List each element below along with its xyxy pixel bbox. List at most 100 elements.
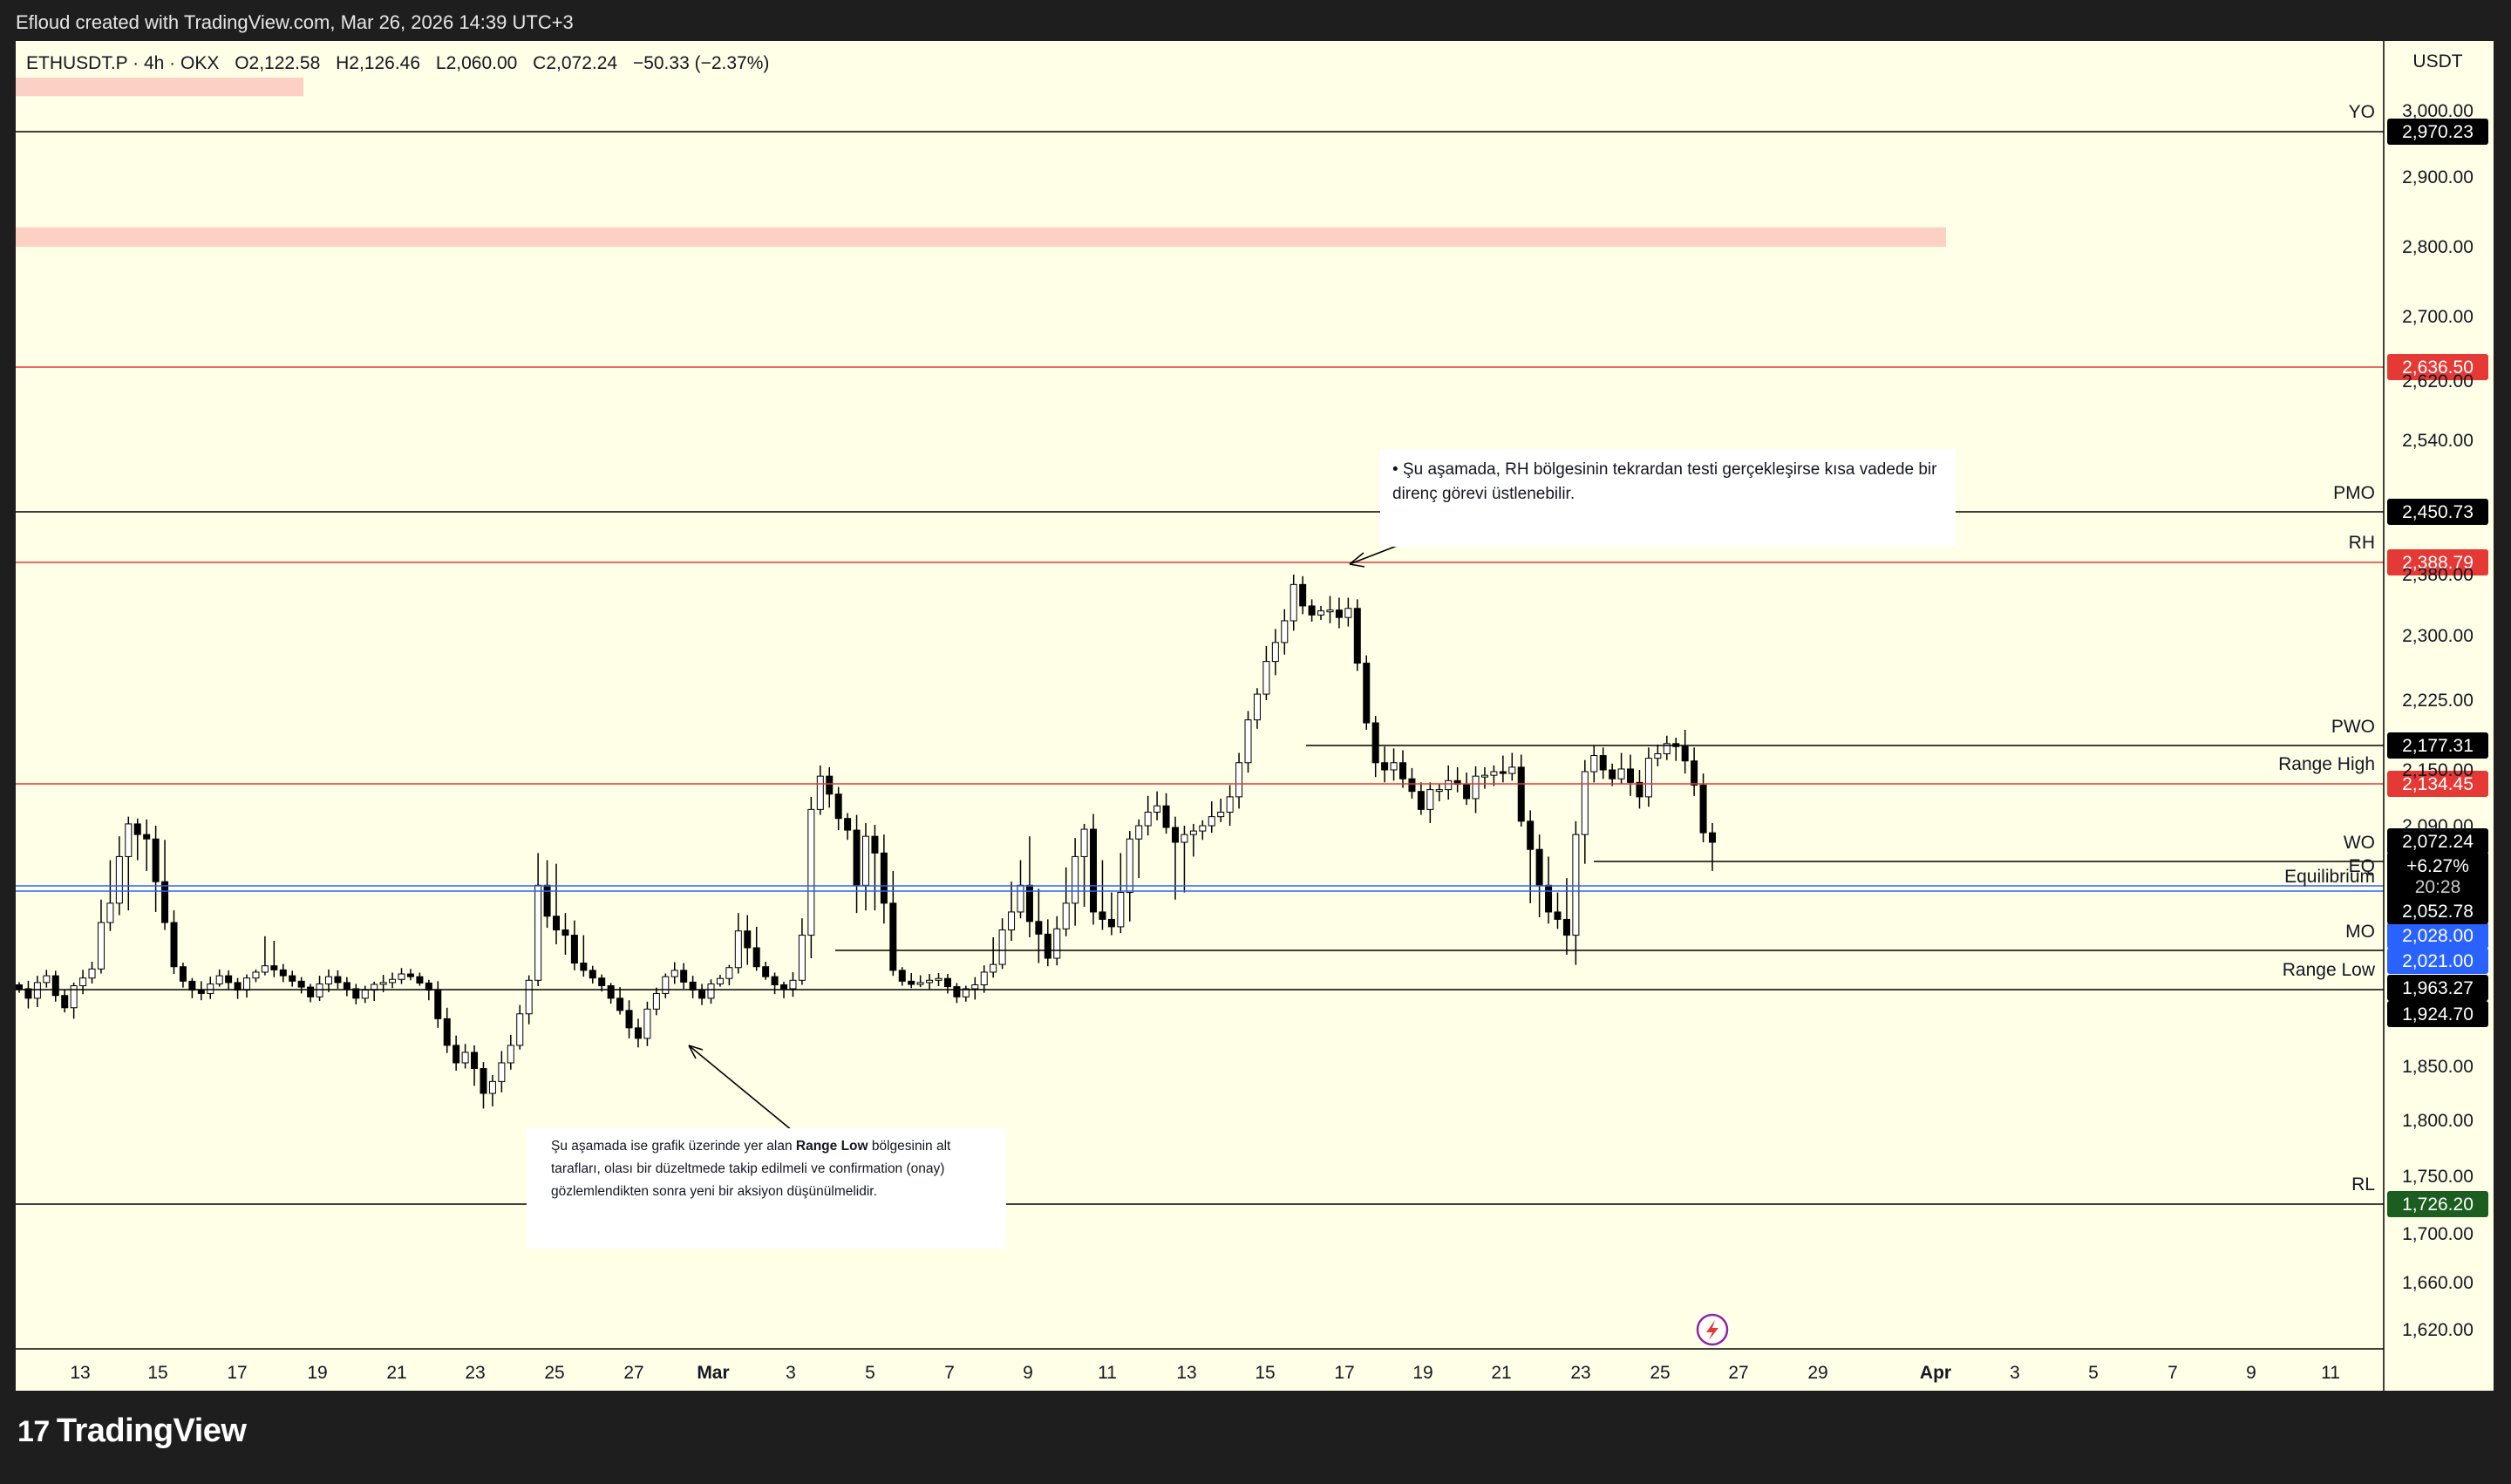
candle-body [652, 992, 660, 1010]
annotation-rl-post: bölgesinin alt tarafları, olası bir düze… [551, 1139, 951, 1199]
candle-body [51, 975, 59, 997]
candle-body [880, 852, 888, 904]
x-tick-label: 9 [2246, 1363, 2256, 1383]
candle-body [516, 1013, 524, 1046]
candle-body [1545, 884, 1553, 913]
price-tag: 2,970.23 [2402, 122, 2474, 142]
candle-body [634, 1027, 642, 1039]
candle-body [88, 968, 96, 979]
tradingview-wordmark: TradingView [56, 1413, 247, 1449]
candle-body [1008, 911, 1016, 931]
level-label-yo: YO [2349, 102, 2375, 122]
candle-body [1326, 609, 1334, 613]
candle-body [1508, 766, 1516, 774]
x-tick-label: 5 [865, 1363, 875, 1383]
price-tag-bg [2387, 898, 2488, 924]
candle-body [553, 916, 561, 931]
candle-body [734, 930, 742, 969]
price-tag: 2,072.24 [2402, 832, 2474, 852]
candle-body [498, 1062, 506, 1082]
y-tick-label: 2,300.00 [2402, 626, 2474, 646]
candle-body [1709, 832, 1716, 843]
resistance-zone-0 [16, 227, 1946, 247]
x-tick-label: 17 [227, 1363, 247, 1383]
lightning-bolt-icon [1706, 1320, 1718, 1340]
y-tick-label: 2,150.00 [2402, 760, 2474, 780]
candle-body [1126, 838, 1133, 894]
candle-body [1699, 784, 1707, 834]
x-tick-label: 27 [623, 1363, 643, 1383]
chart-area[interactable]: YO 2,970.23 2,636.50 PMO 2,450.73 RH 2,388.79 P… [16, 41, 2494, 1391]
y-tick-label: 2,090.00 [2402, 816, 2474, 836]
x-tick-label: 25 [544, 1363, 564, 1383]
candle-body [1590, 755, 1598, 773]
y-tick-label: 1,750.00 [2402, 1167, 2474, 1187]
y-tick-label: 1,850.00 [2402, 1057, 2474, 1077]
candle-body [1244, 719, 1252, 764]
y-tick-label: 2,540.00 [2402, 431, 2474, 451]
x-tick-label: Mar [697, 1363, 729, 1383]
credit-bar: Efloud created with TradingView.com, Mar… [0, 0, 2511, 45]
level-label-rl: RL [2351, 1174, 2375, 1195]
candle-body [980, 971, 988, 986]
candle-body [106, 902, 114, 923]
candle-body [334, 976, 342, 984]
symbol-name[interactable]: ETHUSDT.P · 4h · OKX [26, 53, 220, 73]
x-tick-label: 25 [1650, 1363, 1670, 1383]
price-tag-bg [2387, 732, 2488, 759]
annotation-rh[interactable]: • Şu aşamada, RH bölgesinin tekrardan te… [1380, 449, 1956, 547]
candle-body [225, 975, 233, 984]
ohlc-change: −50.33 (−2.37%) [632, 53, 770, 73]
candle-body [580, 963, 588, 971]
x-tick-label: 7 [944, 1363, 955, 1383]
candle-body [1644, 758, 1652, 798]
level-label-range-high: Range High [2278, 754, 2375, 774]
candle-body [197, 990, 205, 994]
candle-body [744, 930, 752, 949]
candle-body [816, 775, 824, 810]
y-tick-label: 1,620.00 [2402, 1320, 2474, 1340]
candle-body [343, 982, 350, 990]
candle-body [1691, 760, 1698, 786]
candle-body [1562, 918, 1570, 936]
candle-body [443, 1018, 451, 1046]
candle-body [1426, 789, 1434, 810]
annotation-range-low[interactable]: Şu aşamada ise grafik üzerinde yer alan … [527, 1128, 1006, 1249]
candle-body [252, 971, 260, 979]
candle-body [1609, 769, 1616, 779]
credit-text: Efloud created with TradingView.com, Mar… [16, 11, 574, 33]
level-label-pwo: PWO [2331, 717, 2375, 737]
candle-body [471, 1052, 479, 1069]
price-tag: 1,963.27 [2402, 978, 2474, 998]
candle-body [453, 1045, 460, 1064]
candle-body [1390, 762, 1398, 771]
candle-body [1417, 791, 1425, 810]
candle-body [507, 1045, 514, 1064]
symbol-legend: ETHUSDT.P · 4h · OKX O2,122.58 H2,126.46… [26, 53, 779, 74]
price-chart[interactable]: YO 2,970.23 2,636.50 PMO 2,450.73 RH 2,388.79 P… [16, 41, 2494, 1391]
candle-body [243, 977, 251, 991]
candle-body [916, 982, 924, 985]
candle-body [1445, 779, 1453, 791]
candle-body [1080, 828, 1088, 857]
tradingview-mark-icon: 17 [17, 1415, 50, 1448]
candle-body [270, 965, 278, 970]
candle-body [161, 881, 169, 923]
candle-body [61, 995, 69, 1009]
candle-body [707, 983, 715, 999]
candle-body [1199, 825, 1207, 832]
candle-body [1290, 583, 1297, 622]
candle-body [1299, 583, 1307, 607]
price-tag-bg [2387, 499, 2488, 525]
x-tick-label: 13 [1176, 1363, 1196, 1383]
candle-body [1681, 745, 1689, 762]
level-label-pmo: PMO [2333, 483, 2375, 503]
candle-body [70, 985, 78, 1009]
candle-body [215, 975, 223, 984]
price-tag: 2,134.45 [2402, 774, 2474, 794]
candle-body [115, 855, 123, 904]
x-tick-label: 23 [1570, 1363, 1590, 1383]
candle-body [561, 929, 569, 936]
candle-body [1381, 762, 1389, 771]
candle-body [307, 986, 315, 997]
